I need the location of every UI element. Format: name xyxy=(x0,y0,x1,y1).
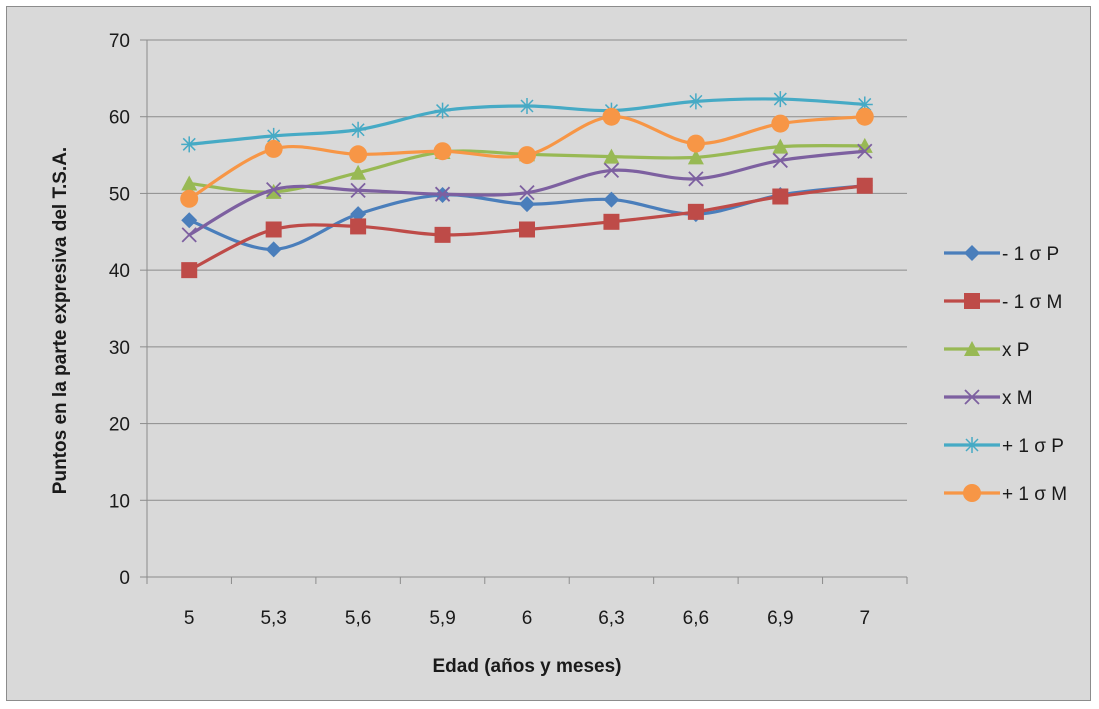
data-point xyxy=(181,136,198,153)
y-tick-label: 70 xyxy=(109,31,130,52)
legend-label: + 1 σ P xyxy=(1002,436,1064,457)
data-point xyxy=(519,97,535,114)
data-point xyxy=(265,241,282,258)
data-point xyxy=(519,196,535,213)
x-tick-label: 5,3 xyxy=(260,608,286,629)
series-line xyxy=(188,184,865,252)
x-tick-label: 5,9 xyxy=(429,608,455,629)
x-tick-label: 5,6 xyxy=(345,608,371,629)
line-chart: 0 10 20 30 40 50 60 70 5 5,3 5,6 5,9 6 6,3 6,6 6,9 7 - 1… xyxy=(50,31,1067,677)
data-point xyxy=(688,171,704,187)
data-point xyxy=(266,181,282,198)
x-axis-title: Edad (años y meses) xyxy=(432,656,621,677)
data-point xyxy=(519,185,535,201)
data-point xyxy=(772,188,789,205)
y-tick-label: 50 xyxy=(109,184,130,205)
data-point xyxy=(434,186,451,202)
data-point xyxy=(772,138,789,154)
data-point xyxy=(265,183,282,199)
data-point xyxy=(686,134,705,153)
y-tick-label: 10 xyxy=(109,491,130,512)
legend-label: x M xyxy=(1002,388,1033,409)
data-point xyxy=(518,146,536,165)
legend-marker xyxy=(964,437,980,453)
data-point xyxy=(181,175,198,191)
legend-marker xyxy=(964,341,980,356)
data-point xyxy=(350,218,367,235)
legend-item: + 1 σ M xyxy=(944,484,1067,505)
data-point xyxy=(856,177,873,194)
y-tick-label: 30 xyxy=(109,338,130,359)
series-4 xyxy=(181,143,873,243)
data-point xyxy=(349,145,368,164)
series-2 xyxy=(181,177,873,279)
legend-label: x P xyxy=(1002,340,1029,361)
data-point xyxy=(772,152,788,169)
data-point xyxy=(350,206,367,223)
legend-marker xyxy=(964,293,980,309)
legend-label: - 1 σ M xyxy=(1002,292,1062,313)
y-axis-title: Puntos en la parte expresiva del T.S.A. xyxy=(50,147,71,494)
data-point xyxy=(350,164,367,180)
data-point xyxy=(771,114,790,133)
data-point xyxy=(687,149,704,165)
legend-item: + 1 σ P xyxy=(944,436,1064,457)
data-point xyxy=(434,226,451,243)
y-tick-label: 40 xyxy=(109,261,130,282)
axes: 0 10 20 30 40 50 60 70 5 5,3 5,6 5,9 6 6,3 6,6 6,9 7 xyxy=(109,31,908,629)
y-tick-label: 60 xyxy=(109,108,130,129)
data-point xyxy=(519,221,535,238)
series-6 xyxy=(180,107,874,208)
legend-item: - 1 σ M xyxy=(944,292,1062,313)
series-5 xyxy=(181,91,873,153)
data-point xyxy=(603,213,620,230)
data-point xyxy=(603,162,620,179)
series-group xyxy=(180,91,874,279)
legend-item: x P xyxy=(944,340,1029,361)
data-point xyxy=(350,121,367,138)
x-tick-label: 6 xyxy=(522,608,533,629)
legend: - 1 σ P - 1 σ M x P x M + 1 σ P + 1 σ M xyxy=(944,244,1067,505)
legend-marker xyxy=(964,245,980,261)
data-point xyxy=(687,93,704,110)
legend-item: - 1 σ P xyxy=(944,244,1059,265)
x-tick-label: 6,9 xyxy=(767,608,793,629)
data-point xyxy=(350,182,366,198)
data-point xyxy=(433,142,452,161)
data-point xyxy=(180,189,199,208)
data-point xyxy=(603,191,620,208)
data-point xyxy=(855,107,874,126)
data-point xyxy=(857,143,873,159)
data-point xyxy=(434,102,451,119)
data-point xyxy=(181,262,198,279)
data-point xyxy=(265,221,282,238)
data-point xyxy=(602,107,621,126)
y-tick-label: 0 xyxy=(119,568,130,589)
data-point xyxy=(856,96,873,113)
y-tick-label: 20 xyxy=(109,415,130,436)
data-point xyxy=(603,148,620,164)
legend-label: + 1 σ M xyxy=(1002,484,1067,505)
data-point xyxy=(181,212,198,229)
data-point xyxy=(265,127,282,144)
data-point xyxy=(264,139,283,158)
legend-marker xyxy=(964,389,980,405)
legend-item: x M xyxy=(944,388,1033,409)
data-point xyxy=(772,91,789,108)
x-tick-label: 6,3 xyxy=(598,608,624,629)
legend-marker xyxy=(963,484,981,502)
x-tick-label: 7 xyxy=(859,608,870,629)
data-point xyxy=(856,137,873,153)
data-point xyxy=(181,227,197,243)
chart-area: 0 10 20 30 40 50 60 70 5 5,3 5,6 5,9 6 6,3 6,6 6,9 7 - 1… xyxy=(6,6,1091,701)
legend-label: - 1 σ P xyxy=(1002,244,1059,265)
data-point xyxy=(687,203,704,220)
x-tick-label: 5 xyxy=(184,608,195,629)
x-tick-label: 6,6 xyxy=(683,608,709,629)
